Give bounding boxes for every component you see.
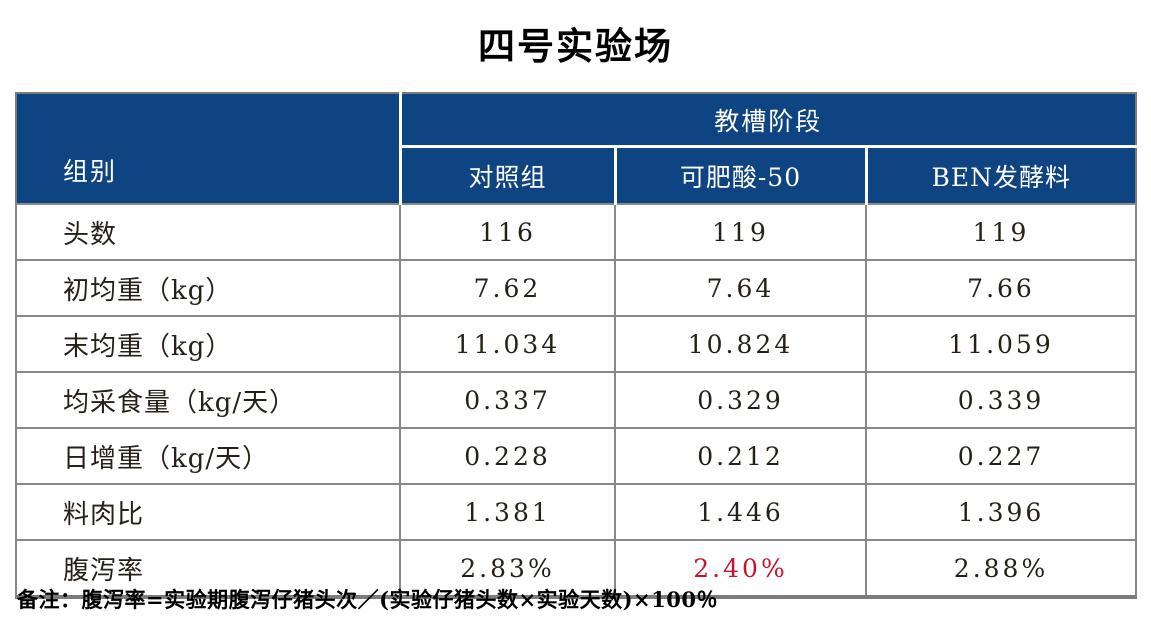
value-cell: 11.059 (864, 315, 1138, 373)
value-cell: 0.228 (399, 427, 616, 485)
value-cell: 0.339 (864, 371, 1138, 429)
value-cell: 0.337 (399, 371, 616, 429)
header-row-stage: 组别 教槽阶段 (16, 93, 1137, 204)
table-row: 料肉比 1.381 1.446 1.396 (15, 483, 1138, 541)
table-row: 均采食量（kg/天） 0.337 0.329 0.339 (15, 371, 1138, 429)
row-label: 均采食量（kg/天） (15, 371, 401, 429)
row-label: 初均重（kg） (15, 259, 401, 317)
value-cell: 1.446 (614, 483, 867, 541)
value-cell: 7.66 (864, 259, 1138, 317)
value-cell: 1.381 (399, 483, 616, 541)
row-label: 末均重（kg） (15, 315, 401, 373)
value-cell: 0.212 (614, 427, 867, 485)
table-row: 日增重（kg/天） 0.228 0.212 0.227 (15, 427, 1138, 485)
column-header: 可肥酸-50 (615, 146, 868, 204)
footnote: 备注：腹泻率=实验期腹泻仔猪头次／(实验仔猪头数×实验天数)×100％ (17, 587, 718, 612)
column-header: 对照组 (400, 146, 617, 204)
value-cell: 0.329 (614, 371, 867, 429)
value-cell: 2.88% (864, 539, 1138, 598)
row-label: 腹泻率 (15, 539, 401, 598)
table-header: 组别 教槽阶段 对照组 可肥酸-50 BEN发酵料 (16, 93, 1137, 204)
value-cell-highlighted: 2.40% (614, 539, 867, 598)
group-header-cell: 组别 (16, 93, 402, 204)
column-header: BEN发酵料 (866, 146, 1137, 204)
row-label: 头数 (15, 203, 401, 261)
value-cell: 119 (614, 203, 867, 261)
value-cell: 10.824 (614, 315, 867, 373)
value-cell: 1.396 (864, 483, 1138, 541)
value-cell: 116 (399, 203, 616, 261)
table-body: 头数 116 119 119 初均重（kg） 7.62 7.64 7.66 末均重（kg） 11.… (15, 203, 1138, 598)
value-cell: 7.64 (614, 259, 867, 317)
row-label: 日增重（kg/天） (15, 427, 401, 485)
experiment-results-table: 组别 教槽阶段 对照组 可肥酸-50 BEN发酵料 头数 116 119 119 初均重（k… (15, 92, 1138, 599)
table-row: 腹泻率 2.83% 2.40% 2.88% (15, 539, 1138, 598)
page-title: 四号实验场 (478, 24, 673, 68)
table-row: 初均重（kg） 7.62 7.64 7.66 (15, 259, 1138, 317)
stage-header-cell: 教槽阶段 (400, 93, 1137, 148)
value-cell: 0.227 (864, 427, 1138, 485)
value-cell: 11.034 (399, 315, 616, 373)
table-row: 头数 116 119 119 (15, 203, 1138, 261)
row-label: 料肉比 (15, 483, 401, 541)
value-cell: 2.83% (399, 539, 616, 598)
table-row: 末均重（kg） 11.034 10.824 11.059 (15, 315, 1138, 373)
value-cell: 119 (864, 203, 1138, 261)
value-cell: 7.62 (399, 259, 616, 317)
header-row-columns: 对照组 可肥酸-50 BEN发酵料 (16, 146, 1137, 204)
